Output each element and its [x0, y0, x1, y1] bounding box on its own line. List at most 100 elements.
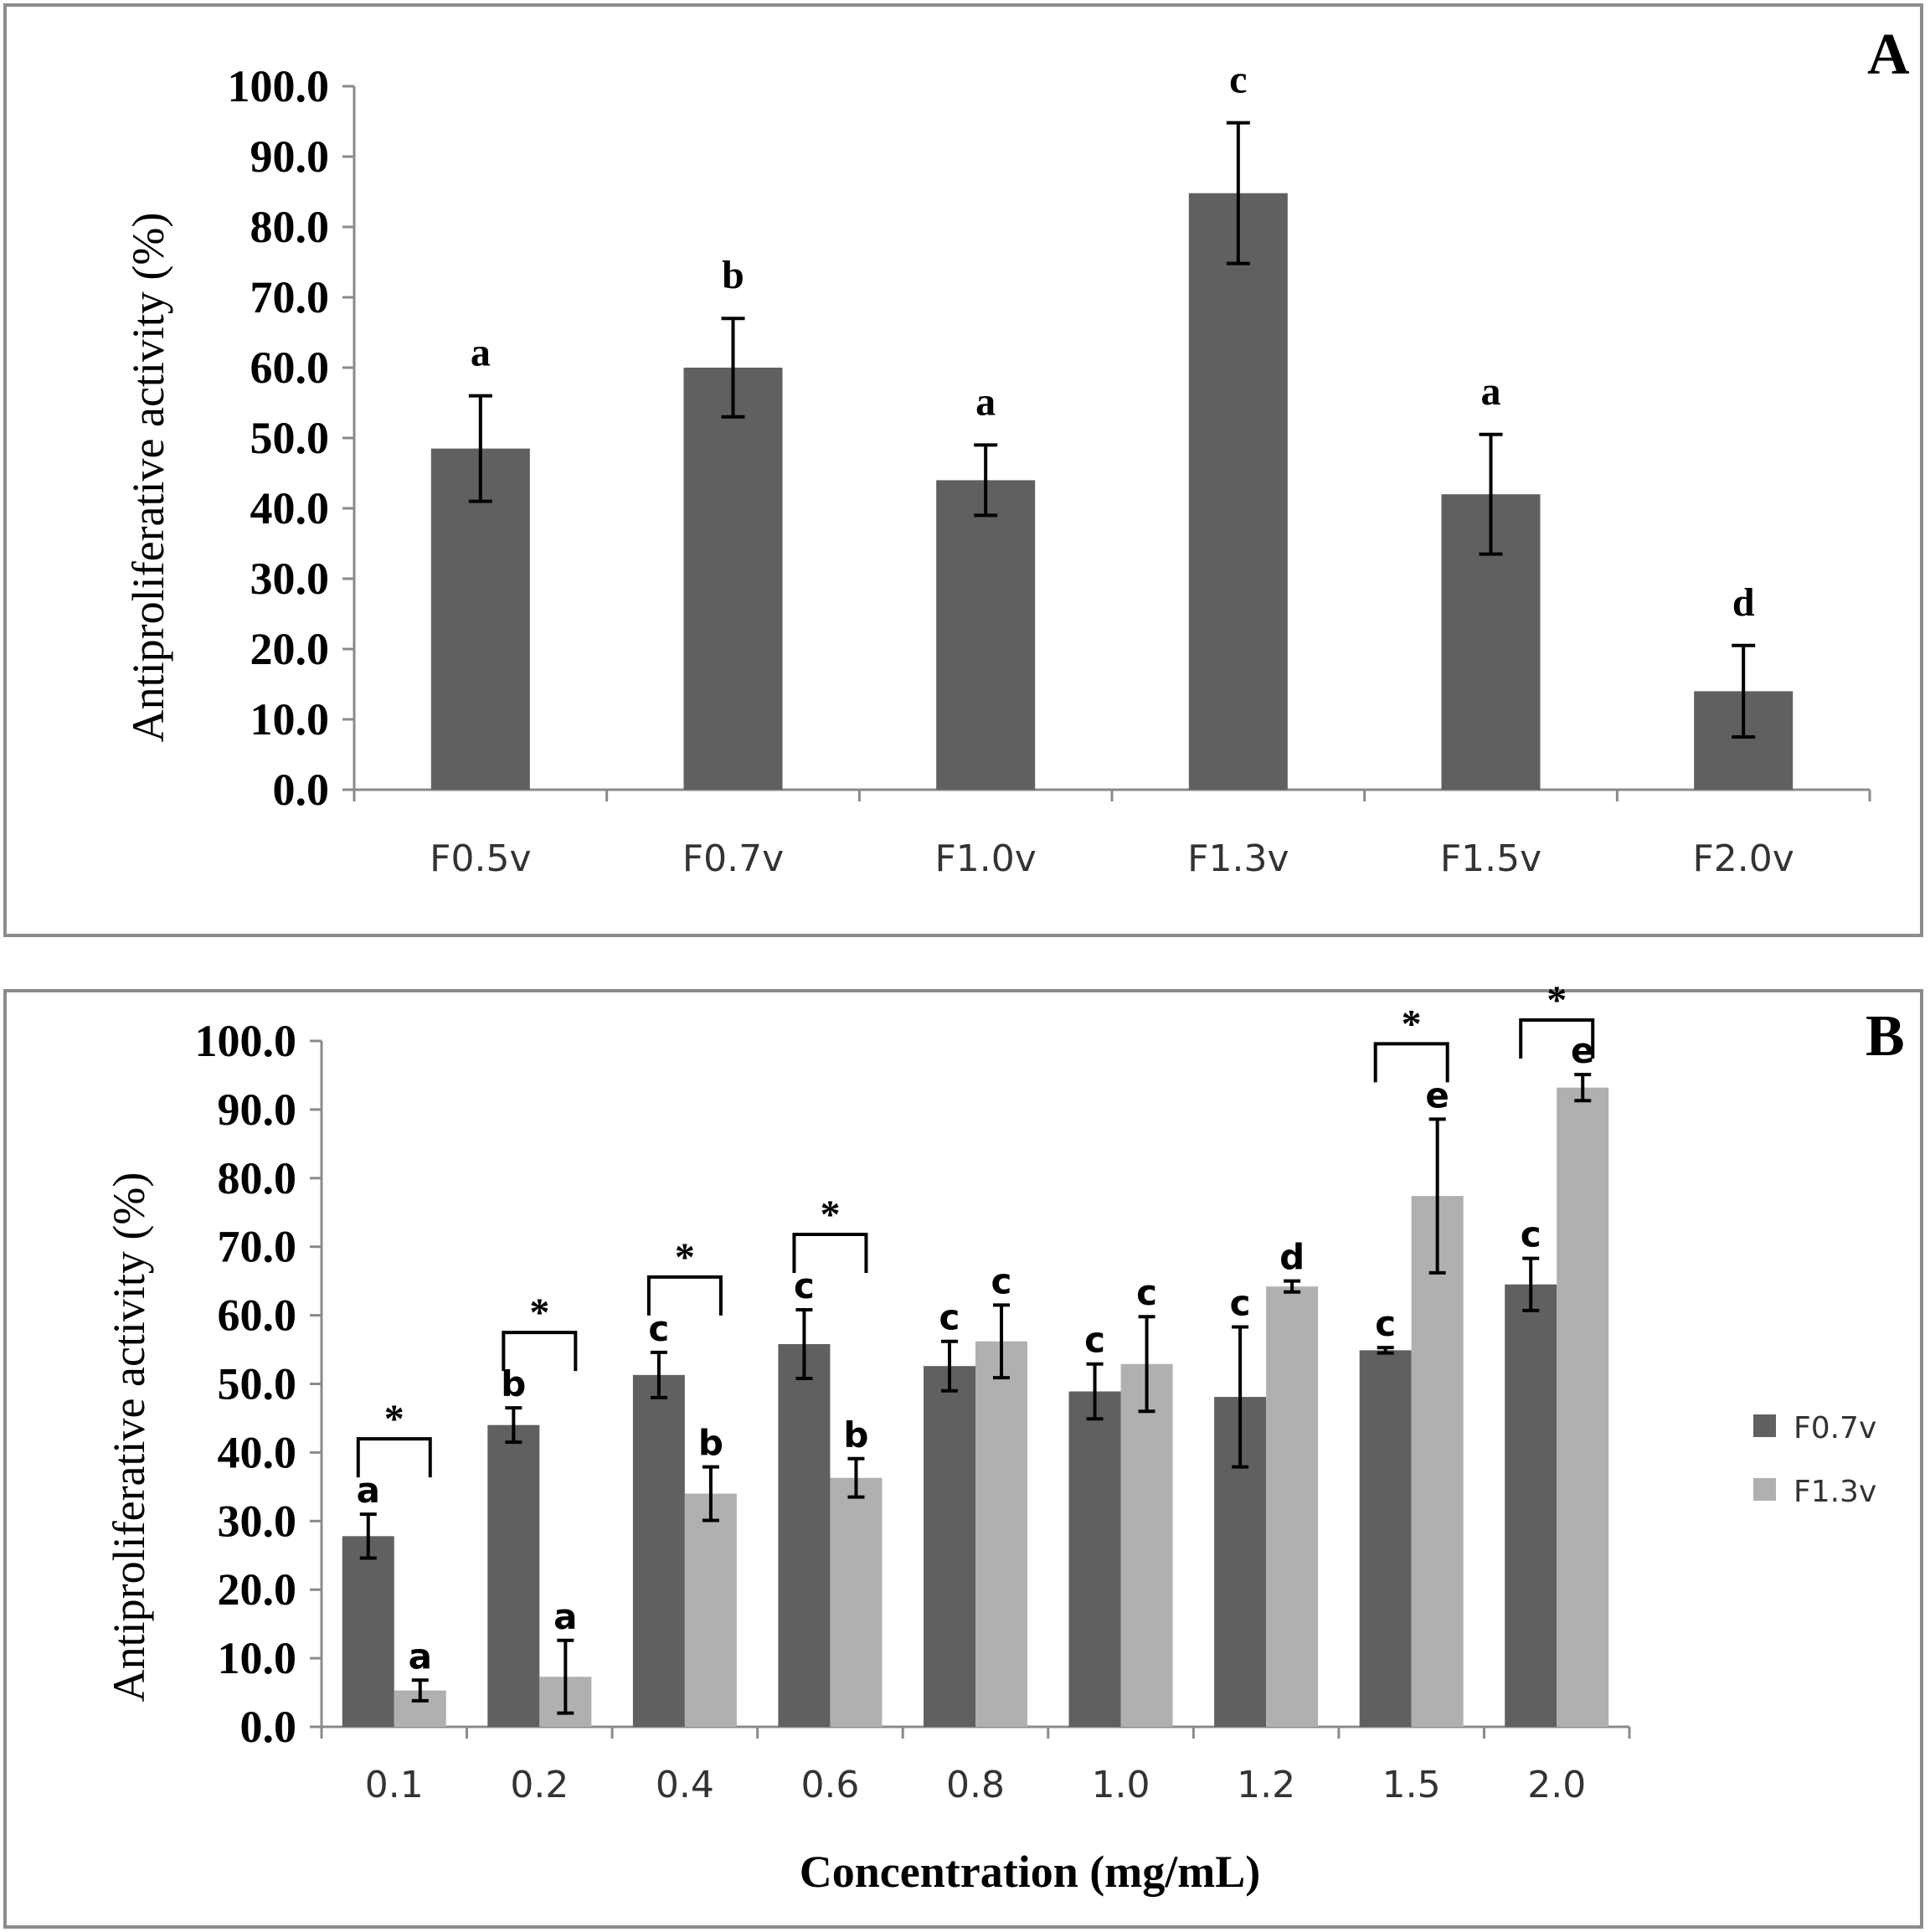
- panel-b-y-tick-label: 40.0: [218, 1427, 297, 1477]
- panel-a-bar: [936, 480, 1036, 790]
- panel-b-bar-f13v: [1266, 1286, 1319, 1727]
- panel-b-bar-f13v: [830, 1477, 883, 1727]
- panel-b-y-tick-label: 0.0: [240, 1702, 297, 1752]
- legend-label-f07v: F0.7v: [1794, 1411, 1876, 1445]
- panel-a-y-tick-label: 20.0: [250, 624, 330, 674]
- panel-b-y-tick-label: 70.0: [218, 1222, 297, 1272]
- panel-a-x-tick-label: F1.0v: [935, 837, 1037, 880]
- panel-a-y-tick-label: 90.0: [250, 131, 330, 182]
- panel-b-significance-letter-f13v: e: [1425, 1074, 1449, 1115]
- panel-b-y-tick-label: 90.0: [218, 1084, 297, 1135]
- panel-a-significance-letter: a: [471, 331, 491, 375]
- panel-a-x-tick-label: F1.5v: [1440, 837, 1541, 880]
- panel-b-significance-bracket: [1373, 1042, 1449, 1083]
- panel-a-significance-letter: b: [722, 253, 744, 297]
- panel-b-bar-f07v: [1359, 1350, 1412, 1727]
- panel-b-significance-letter-f13v: c: [991, 1260, 1012, 1301]
- panel-b-bar-f13v: [1120, 1363, 1173, 1727]
- panel-b-significance-letter-f07v: c: [939, 1297, 960, 1338]
- panel-b-bar-f07v: [778, 1343, 831, 1727]
- panel-b-significance-asterisk: *: [1547, 978, 1567, 1023]
- panel-b-x-tick-label: 0.6: [800, 1764, 859, 1806]
- panel-b-significance-letter-f13v: a: [409, 1636, 432, 1677]
- panel-b-bar-f07v: [632, 1374, 685, 1727]
- panel-b-bar-f13v: [1411, 1196, 1464, 1727]
- panel-b-significance-bracket: [646, 1275, 723, 1316]
- panel-b-y-tick-label: 80.0: [218, 1153, 297, 1203]
- legend-swatch-f07v: [1753, 1414, 1776, 1437]
- panel-b-significance-asterisk: *: [529, 1291, 549, 1335]
- panel-b-y-tick-label: 20.0: [218, 1564, 297, 1615]
- panel-b-bar-f07v: [487, 1425, 540, 1727]
- panel-b-plot: 0.0 10.0 20.0 30.0 40.0 50.0 60.0 70.0 80.0 90.0 1…: [195, 978, 1631, 1806]
- panel-b-significance-letter-f13v: c: [1136, 1272, 1157, 1313]
- panel-b-bar-f07v: [1505, 1284, 1557, 1727]
- panel-b-x-axis-label: Concentration (mg/mL): [800, 1847, 1260, 1897]
- panel-b-bar-f07v: [924, 1366, 975, 1727]
- panel-a-x-tick-label: F2.0v: [1693, 837, 1794, 880]
- panel-b-x-tick-label: 0.4: [656, 1764, 714, 1806]
- panel-b-y-tick-label: 60.0: [218, 1291, 297, 1341]
- panel-b-y-axis-label: Antiproliferative activity (%): [104, 1172, 154, 1703]
- panel-a-x-tick-label: F0.7v: [682, 837, 784, 880]
- panel-b-bar-f13v: [975, 1341, 1027, 1727]
- panel-a-significance-letter: a: [975, 379, 996, 424]
- panel-a-y-axis-label: Antiproliferative activity (%): [123, 213, 173, 743]
- panel-b-x-tick-label: 1.0: [1092, 1764, 1150, 1806]
- panel-b-significance-bracket: [1519, 1018, 1595, 1059]
- panel-b-x-tick-label: 2.0: [1527, 1764, 1586, 1806]
- legend-swatch-f13v: [1753, 1478, 1776, 1501]
- panel-b-y-tick-label: 50.0: [218, 1359, 297, 1409]
- panel-b-significance-letter-f13v: b: [843, 1414, 868, 1455]
- panel-b-significance-letter-f07v: c: [1521, 1214, 1541, 1255]
- panel-b-significance-letter-f13v: e: [1571, 1030, 1595, 1071]
- panel-b-bar-f13v: [1557, 1087, 1609, 1727]
- panel-b-bar-f07v: [1068, 1391, 1121, 1727]
- legend-label-f13v: F1.3v: [1794, 1475, 1876, 1509]
- panel-b-significance-asterisk: *: [675, 1235, 695, 1280]
- panel-a-x-tick-label: F0.5v: [430, 837, 531, 880]
- panel-b-letter: B: [1866, 1004, 1905, 1069]
- panel-b-bar-f07v: [342, 1536, 394, 1727]
- panel-a-y-tick-label: 100.0: [228, 61, 330, 111]
- panel-b-significance-asterisk: *: [1402, 1002, 1422, 1046]
- panel-a-letter: A: [1867, 23, 1910, 87]
- panel-a-bar: [430, 448, 530, 790]
- panel-b-x-tick-label: 0.1: [365, 1764, 424, 1806]
- panel-b-significance-bracket: [502, 1331, 578, 1372]
- panel-b-significance-letter-f07v: c: [794, 1265, 815, 1306]
- panel-a-significance-letter: d: [1732, 580, 1755, 625]
- panel-a-y-tick-label: 40.0: [250, 483, 330, 533]
- panel-b-y-tick-label: 100.0: [195, 1016, 297, 1066]
- panel-b-significance-asterisk: *: [384, 1397, 404, 1441]
- panel-b-significance-letter-f07v: c: [1230, 1283, 1251, 1324]
- panel-a-x-tick-label: F1.3v: [1187, 837, 1289, 880]
- panel-a-significance-letter: a: [1481, 369, 1501, 414]
- panel-b-y-tick-label: 10.0: [218, 1633, 297, 1683]
- panel-a-bar: [1188, 193, 1288, 790]
- panel-b-significance-bracket: [792, 1233, 868, 1274]
- panel-b-x-tick-label: 1.5: [1382, 1764, 1441, 1806]
- panel-a-y-tick-label: 30.0: [250, 554, 330, 604]
- panel-b-significance-letter-f07v: c: [648, 1308, 669, 1349]
- panel-b-significance-letter-f07v: a: [357, 1470, 380, 1511]
- panel-b-x-tick-label: 1.2: [1237, 1764, 1295, 1806]
- panel-b-y-tick-label: 30.0: [218, 1496, 297, 1546]
- panel-b-significance-letter-f07v: c: [1375, 1303, 1396, 1344]
- panel-a-y-tick-label: 50.0: [250, 413, 330, 463]
- panel-b-significance-bracket: [356, 1437, 432, 1478]
- panel-b-significance-letter-f07v: c: [1084, 1320, 1105, 1361]
- panel-a-y-tick-label: 0.0: [273, 765, 330, 815]
- panel-a-y-tick-label: 70.0: [250, 272, 330, 322]
- panel-b-x-tick-label: 0.2: [510, 1764, 569, 1806]
- panel-b-significance-letter-f13v: d: [1279, 1237, 1305, 1278]
- panel-a-y-tick-label: 80.0: [250, 202, 330, 252]
- panel-b-significance-asterisk: *: [820, 1193, 840, 1237]
- panel-b-bar-f13v: [684, 1493, 737, 1727]
- panel-a-plot: 0.0 10.0 20.0 30.0 40.0 50.0 60.0 70.0 80.0 90.0 1…: [228, 58, 1871, 880]
- panel-a-significance-letter: c: [1229, 58, 1247, 102]
- panel-a-bar: [683, 368, 783, 790]
- panel-b-x-tick-label: 0.8: [946, 1764, 1005, 1806]
- panel-a-y-tick-label: 60.0: [250, 343, 330, 393]
